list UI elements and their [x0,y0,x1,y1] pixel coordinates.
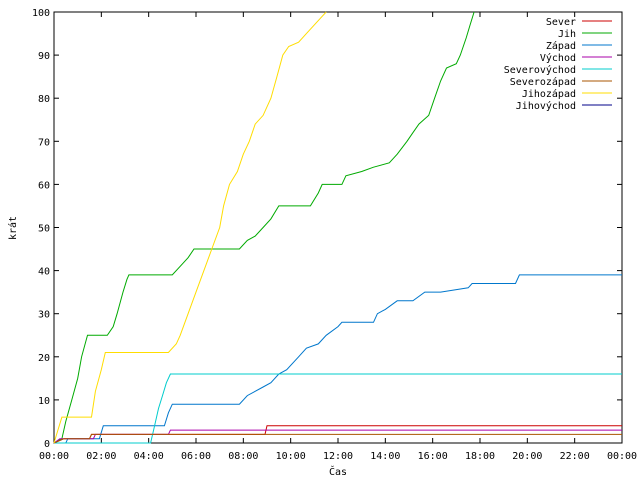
y-tick-label: 100 [32,8,50,19]
x-tick-label: 18:00 [465,451,495,462]
series-lines [53,11,622,444]
x-axis-label: Čas [329,465,347,478]
y-tick-label: 80 [38,94,50,105]
series-line [53,11,475,444]
y-tick-label: 50 [38,224,50,235]
y-tick-label: 0 [44,439,50,450]
x-tick-label: 12:00 [323,451,353,462]
legend-label: Jih [558,29,576,40]
legend-label: Jihozápad [522,88,576,100]
y-tick-label: 90 [38,51,50,62]
y-tick-label: 20 [38,353,50,364]
x-tick-label: 04:00 [134,451,164,462]
legend-label: Západ [546,40,576,52]
x-tick-label: 22:00 [560,451,590,462]
x-tick-label: 16:00 [418,451,448,462]
y-tick-label: 60 [38,180,50,191]
y-tick-label: 40 [38,267,50,278]
x-tick-label: 00:00 [39,451,69,462]
x-tick-label: 20:00 [512,451,542,462]
series-line [54,373,622,444]
series-line [54,274,622,444]
x-tick-label: 00:00 [607,451,637,462]
x-tick-label: 02:00 [86,451,116,462]
legend-label: Jihovýchod [516,100,576,112]
y-tick-label: 30 [38,310,50,321]
y-tick-label: 10 [38,396,50,407]
x-tick-label: 10:00 [276,451,306,462]
x-tick-label: 14:00 [370,451,400,462]
y-tick-label: 70 [38,137,50,148]
series-line [53,433,622,444]
legend: SeverJihZápadVýchodSeverovýchodSeverozáp… [504,17,612,112]
series-line [53,11,327,444]
y-axis: 0 10 20 30 40 50 60 70 80 90 100 [32,8,622,450]
legend-label: Sever [546,17,576,28]
y-axis-label: krát [7,216,19,240]
x-tick-label: 06:00 [181,451,211,462]
x-axis: 00:00 02:00 04:00 06:00 08:00 10:00 12:00 14:00… [39,12,637,462]
x-tick-label: 08:00 [228,451,258,462]
legend-label: Východ [540,52,576,64]
legend-label: Severovýchod [504,64,576,76]
legend-label: Severozápad [510,76,576,88]
